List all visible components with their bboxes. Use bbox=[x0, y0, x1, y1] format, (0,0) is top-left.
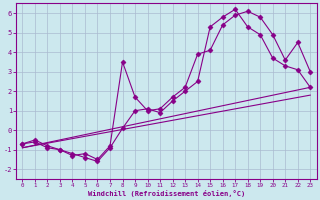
X-axis label: Windchill (Refroidissement éolien,°C): Windchill (Refroidissement éolien,°C) bbox=[88, 190, 245, 197]
